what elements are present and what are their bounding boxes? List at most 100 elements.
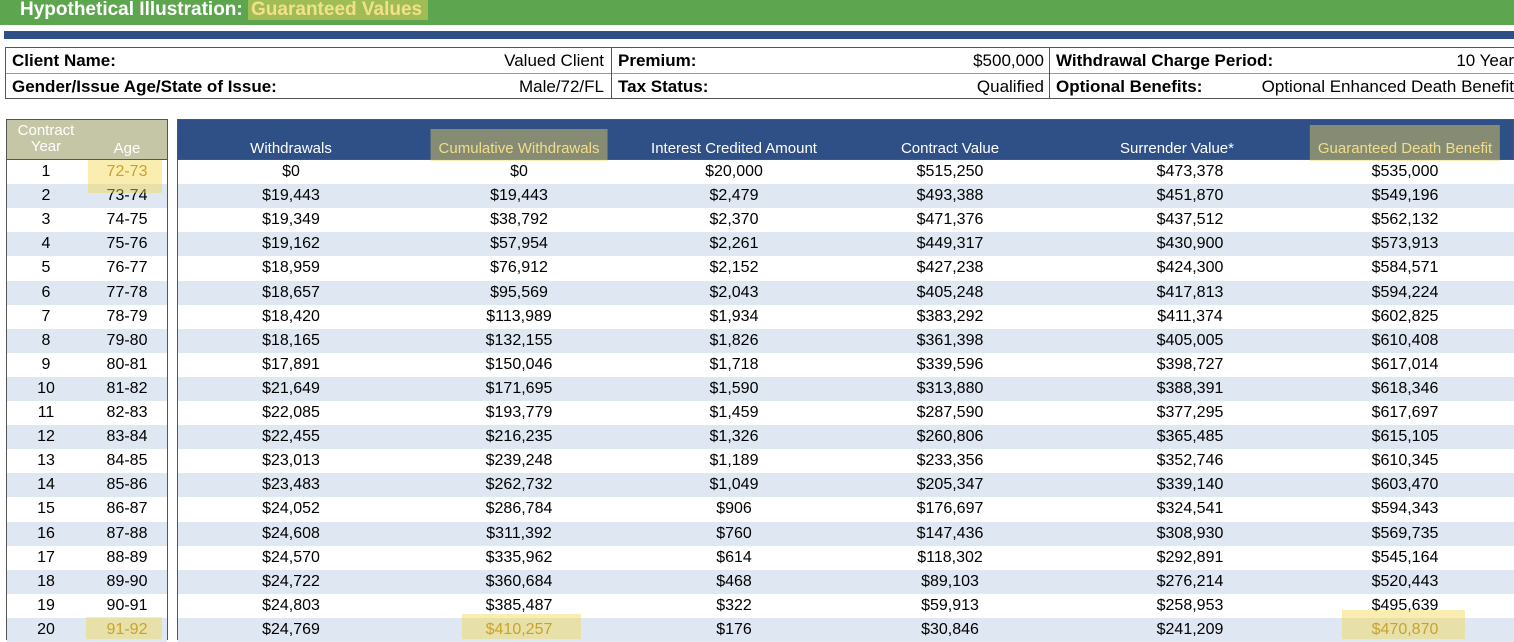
cell-age: 88-89 xyxy=(106,549,148,566)
cell-age: 82-83 xyxy=(106,404,148,421)
cell-contract-value: $233,356 xyxy=(916,452,984,469)
table-row: $19,349 $38,792 $2,370 $471,376 $437,512 $562… xyxy=(178,208,1514,232)
cell-surrender-value: $258,953 xyxy=(1156,597,1224,614)
cell-surrender-value: $339,140 xyxy=(1156,476,1224,493)
cell-age: 90-91 xyxy=(106,597,148,614)
withdrawal-charge-period-value: 10 Year xyxy=(1456,51,1514,70)
cell-contract-year: 11 xyxy=(37,404,55,421)
cell-cumulative-withdrawals: $360,684 xyxy=(485,573,553,590)
cell-cumulative-withdrawals: $262,732 xyxy=(485,476,553,493)
cell-guaranteed-death-benefit: $618,346 xyxy=(1371,380,1439,397)
header-contract-year: Contract Year xyxy=(17,122,75,155)
header-withdrawals: Withdrawals xyxy=(250,140,332,157)
cell-cumulative-withdrawals: $410,257 xyxy=(485,621,553,638)
cell-surrender-value: $324,541 xyxy=(1156,500,1224,517)
table-row: $24,052 $286,784 $906 $176,697 $324,541 $594,… xyxy=(178,497,1514,521)
table-row: 16 87-88 xyxy=(7,522,167,546)
client-info-table: Client Name: Valued Client Premium: $500… xyxy=(5,47,1514,99)
table-row: 5 76-77 xyxy=(7,256,167,280)
cell-age: 76-77 xyxy=(106,259,148,276)
table-row: $21,649 $171,695 $1,590 $313,880 $388,391 $61… xyxy=(178,377,1514,401)
cell-interest-credited: $1,189 xyxy=(709,452,759,469)
cell-surrender-value: $430,900 xyxy=(1156,235,1224,252)
tax-status-value: Qualified xyxy=(976,77,1044,96)
cell-age: 87-88 xyxy=(106,525,148,542)
cell-interest-credited: $1,826 xyxy=(709,332,759,349)
client-name-value: Valued Client xyxy=(504,51,604,70)
cell-surrender-value: $365,485 xyxy=(1156,428,1224,445)
cell-withdrawals: $19,443 xyxy=(262,187,320,204)
cell-surrender-value: $473,378 xyxy=(1156,163,1224,180)
cell-surrender-value: $417,813 xyxy=(1156,284,1224,301)
cell-guaranteed-death-benefit: $545,164 xyxy=(1371,549,1439,566)
cell-surrender-value: $424,300 xyxy=(1156,259,1224,276)
table-row: 11 82-83 xyxy=(7,401,167,425)
cell-contract-year: 16 xyxy=(37,525,55,542)
table-row: $24,769 $410,257 $176 $30,846 $241,209 $470,8… xyxy=(178,618,1514,642)
cell-contract-value: $59,913 xyxy=(921,597,979,614)
table-row: $19,443 $19,443 $2,479 $493,388 $451,870 $549… xyxy=(178,184,1514,208)
table-row: $23,013 $239,248 $1,189 $233,356 $352,746 $61… xyxy=(178,449,1514,473)
cell-cumulative-withdrawals: $286,784 xyxy=(485,500,553,517)
cell-withdrawals: $19,162 xyxy=(262,235,320,252)
premium-label: Premium: xyxy=(618,51,697,70)
values-body: $0 $0 $20,000 $515,250 $473,378 $535,000 $19,4… xyxy=(177,160,1514,642)
table-row: 1 72-73 xyxy=(7,160,167,184)
cell-contract-value: $176,697 xyxy=(916,500,984,517)
cell-guaranteed-death-benefit: $594,343 xyxy=(1371,500,1439,517)
cell-surrender-value: $398,727 xyxy=(1156,356,1224,373)
year-age-body: 1 72-73 2 73-74 3 74-75 4 75-76 5 76-77 6 77-78 7 78-… xyxy=(6,160,168,642)
cell-age: 75-76 xyxy=(106,235,148,252)
cell-guaranteed-death-benefit: $617,697 xyxy=(1371,404,1439,421)
table-row: $18,165 $132,155 $1,826 $361,398 $405,005 $61… xyxy=(178,329,1514,353)
cell-contract-value: $339,596 xyxy=(916,356,984,373)
cell-withdrawals: $18,959 xyxy=(262,259,320,276)
cell-withdrawals: $17,891 xyxy=(262,356,320,373)
cell-contract-year: 8 xyxy=(41,332,51,349)
cell-contract-value: $493,388 xyxy=(916,187,984,204)
cell-contract-value: $405,248 xyxy=(916,284,984,301)
cell-contract-year: 12 xyxy=(37,428,55,445)
premium-value: $500,000 xyxy=(973,51,1044,70)
table-row: $22,455 $216,235 $1,326 $260,806 $365,485 $61… xyxy=(178,425,1514,449)
cell-interest-credited: $1,718 xyxy=(709,356,759,373)
cell-surrender-value: $377,295 xyxy=(1156,404,1224,421)
cell-withdrawals: $24,722 xyxy=(262,573,320,590)
table-row: 15 86-87 xyxy=(7,497,167,521)
cell-interest-credited: $1,934 xyxy=(709,308,759,325)
cell-contract-year: 20 xyxy=(37,621,55,638)
cell-age: 84-85 xyxy=(106,452,148,469)
cell-age: 73-74 xyxy=(106,187,148,204)
table-row: 8 79-80 xyxy=(7,329,167,353)
cell-age: 74-75 xyxy=(106,211,148,228)
cell-cumulative-withdrawals: $216,235 xyxy=(485,428,553,445)
cell-age: 91-92 xyxy=(106,621,148,638)
cell-contract-value: $515,250 xyxy=(916,163,984,180)
cell-cumulative-withdrawals: $0 xyxy=(510,163,528,180)
cell-contract-year: 4 xyxy=(41,235,51,252)
cell-cumulative-withdrawals: $76,912 xyxy=(490,259,548,276)
cell-surrender-value: $388,391 xyxy=(1156,380,1224,397)
cell-guaranteed-death-benefit: $535,000 xyxy=(1371,163,1439,180)
cell-age: 78-79 xyxy=(106,308,148,325)
cell-withdrawals: $24,769 xyxy=(262,621,320,638)
cell-contract-year: 14 xyxy=(37,476,55,493)
cell-contract-year: 1 xyxy=(41,163,51,180)
cell-interest-credited: $760 xyxy=(716,525,752,542)
cell-contract-value: $205,347 xyxy=(916,476,984,493)
cell-guaranteed-death-benefit: $610,345 xyxy=(1371,452,1439,469)
cell-surrender-value: $308,930 xyxy=(1156,525,1224,542)
cell-guaranteed-death-benefit: $584,571 xyxy=(1371,259,1439,276)
table-row: 4 75-76 xyxy=(7,232,167,256)
header-guaranteed-death-benefit: Guaranteed Death Benefit xyxy=(1309,125,1501,161)
table-row: 9 80-81 xyxy=(7,353,167,377)
divider-stripe xyxy=(4,31,1514,39)
cell-interest-credited: $2,043 xyxy=(709,284,759,301)
table-row: 20 91-92 xyxy=(7,618,167,642)
cell-contract-value: $361,398 xyxy=(916,332,984,349)
cell-guaranteed-death-benefit: $602,825 xyxy=(1371,308,1439,325)
cell-cumulative-withdrawals: $19,443 xyxy=(490,187,548,204)
cell-contract-value: $260,806 xyxy=(916,428,984,445)
cell-contract-value: $89,103 xyxy=(921,573,979,590)
cell-surrender-value: $437,512 xyxy=(1156,211,1224,228)
